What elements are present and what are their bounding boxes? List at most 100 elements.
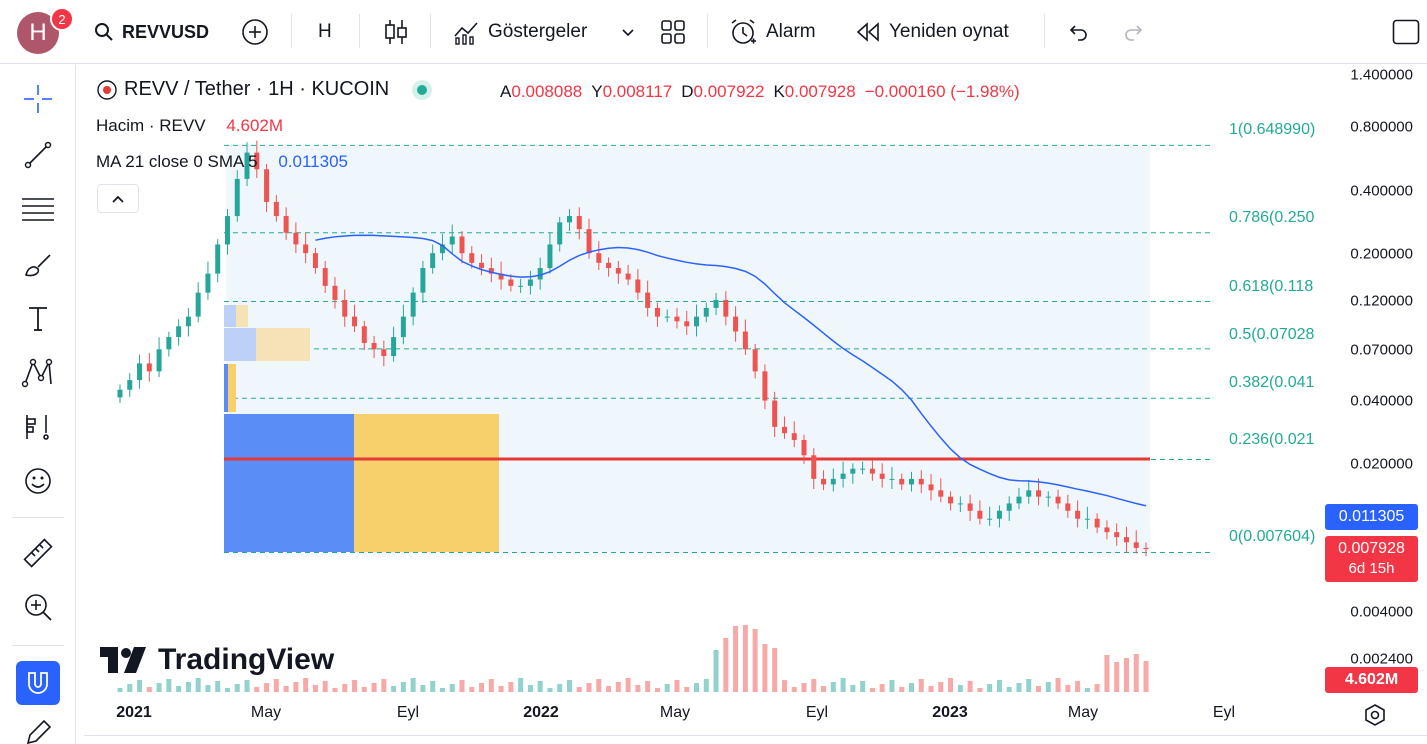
candle-body — [625, 273, 631, 280]
candle-body — [576, 216, 582, 230]
volume-bar — [879, 684, 885, 692]
time-label: 2023 — [932, 704, 968, 721]
price-label: 0.004000 — [1350, 603, 1413, 621]
volume-bar — [586, 683, 592, 692]
volume-bar — [264, 683, 270, 692]
interval-button[interactable]: H — [318, 14, 332, 50]
candle-body — [1045, 496, 1051, 498]
price-label: 0.400000 — [1350, 182, 1413, 200]
time-axis[interactable]: 2021 May Eyl 2022 May Eyl 2023 May Eyl — [84, 700, 1330, 730]
icons-tool[interactable] — [18, 461, 58, 501]
volume-bar — [479, 683, 485, 692]
volume-bar — [781, 680, 787, 692]
fib-tool[interactable] — [18, 189, 58, 229]
bar-countdown: 6d 15h — [1348, 560, 1395, 577]
candle-body — [312, 253, 318, 269]
crosshair-tool[interactable] — [18, 79, 58, 119]
candle-body — [703, 307, 709, 317]
undo-button[interactable] — [1066, 14, 1090, 50]
magnet-tool[interactable] — [16, 661, 60, 705]
volume-bar — [664, 684, 670, 692]
toolbar-divider — [12, 645, 64, 646]
chart-type-button[interactable] — [383, 14, 409, 50]
brush-icon — [25, 254, 51, 277]
ma-value: 0.011305 — [278, 152, 348, 171]
time-label: May — [1067, 704, 1099, 721]
candle-body — [762, 371, 768, 401]
candle-body — [840, 473, 846, 479]
text-icon — [29, 307, 47, 331]
square-icon — [1392, 19, 1420, 45]
chart-settings-button[interactable] — [1363, 703, 1387, 732]
volume-bar — [400, 682, 406, 692]
candle-body — [1055, 496, 1061, 504]
candle-body — [977, 510, 983, 519]
volume-bar — [654, 688, 660, 692]
tv-logo-icon — [100, 647, 146, 673]
ma-legend[interactable]: MA 21 close 0 SMA 5 0.011305 — [96, 152, 348, 172]
symbol-search-button[interactable]: REVVUSD — [94, 14, 209, 50]
symbol-title[interactable]: REVV / Tether · 1H · KUCOIN — [124, 78, 390, 100]
volume-bar — [312, 685, 318, 692]
volume-bar — [967, 681, 973, 692]
candle-body — [664, 316, 670, 318]
long-position-icon — [26, 415, 49, 440]
tradingview-logo[interactable]: TradingView — [100, 643, 334, 677]
chart-legend: REVV / Tether · 1H · KUCOIN — [96, 78, 428, 101]
settings-icon — [1365, 704, 1385, 726]
time-label: Eyl — [1212, 704, 1236, 721]
price-label: 0.070000 — [1350, 341, 1413, 359]
candles-icon — [385, 20, 407, 44]
indicator-templates-button[interactable] — [620, 14, 636, 50]
volume-bar — [928, 686, 934, 692]
volume-bar — [508, 682, 514, 692]
pattern-icon — [21, 358, 53, 388]
pencil-lock-tool[interactable] — [18, 713, 58, 744]
volume-bar — [801, 683, 807, 692]
forecast-tool[interactable] — [18, 407, 58, 447]
volume-bar — [938, 682, 944, 692]
volume-bar — [1055, 678, 1061, 692]
text-tool[interactable] — [18, 299, 58, 339]
volume-bar — [381, 679, 387, 692]
time-label: 2022 — [523, 704, 559, 721]
undo-icon — [1069, 25, 1087, 41]
alert-button[interactable]: Alarm — [728, 14, 816, 50]
volume-bar — [713, 650, 719, 692]
candle-body — [469, 253, 475, 263]
trend-line-tool[interactable] — [18, 135, 58, 175]
brush-tool[interactable] — [18, 245, 58, 285]
zoom-tool[interactable] — [18, 587, 58, 627]
candle-body — [488, 268, 494, 274]
candle-body — [1114, 532, 1120, 538]
volume-label: Hacim · REVV — [96, 116, 206, 135]
ma-line — [315, 234, 1147, 507]
volume-bar — [1075, 681, 1081, 692]
layout-button[interactable] — [660, 14, 686, 50]
candle-body — [606, 262, 612, 269]
compare-symbol-button[interactable] — [240, 14, 270, 50]
logo-text: TradingView — [158, 643, 335, 676]
volume-bar — [645, 681, 651, 692]
time-label: May — [250, 704, 282, 721]
fullscreen-button[interactable] — [1392, 14, 1420, 50]
measure-tool[interactable] — [18, 533, 58, 573]
volume-legend[interactable]: Hacim · REVV 4.602M — [96, 116, 283, 136]
redo-button[interactable] — [1122, 14, 1146, 50]
collapse-legend-button[interactable] — [97, 184, 139, 213]
price-axis[interactable]: 1.400000 0.800000 0.400000 0.200000 0.12… — [1330, 65, 1427, 705]
candle-body — [908, 478, 914, 485]
replay-button[interactable]: Yeniden oynat — [855, 14, 1009, 50]
volume-bar — [439, 688, 445, 692]
volume-bar — [615, 682, 621, 692]
candle-body — [127, 380, 133, 390]
indicators-button[interactable]: Göstergeler — [452, 14, 587, 50]
toolbar-divider — [430, 14, 431, 48]
candle-body — [1094, 518, 1100, 528]
volume-bar — [762, 644, 768, 692]
pattern-tool[interactable] — [18, 353, 58, 393]
candle-body — [1075, 510, 1081, 519]
volume-bar — [840, 678, 846, 692]
volume-bar — [1006, 687, 1012, 692]
